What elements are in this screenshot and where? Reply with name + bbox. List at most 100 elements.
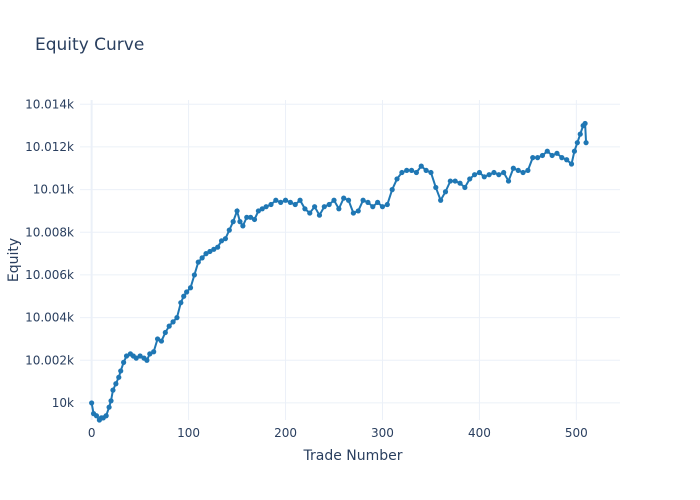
data-point [118, 368, 124, 374]
data-point [491, 169, 497, 176]
data-point [577, 131, 583, 137]
data-point [273, 197, 279, 203]
data-point [399, 169, 405, 176]
data-point [442, 189, 449, 195]
data-point [287, 199, 293, 205]
x-gridlines [90, 100, 577, 420]
data-point [259, 206, 265, 212]
data-point [457, 180, 463, 186]
data-point [326, 201, 332, 208]
data-point [248, 214, 254, 220]
data-point [207, 248, 213, 255]
y-gridlines [80, 103, 620, 404]
data-point [481, 174, 487, 180]
data-point [331, 197, 337, 203]
data-point [113, 381, 119, 387]
data-point [505, 178, 512, 184]
data-point [218, 238, 225, 244]
data-point [525, 167, 531, 173]
data-point [144, 357, 150, 363]
data-point [544, 148, 550, 154]
data-point [174, 315, 180, 321]
data-point [187, 285, 194, 291]
data-point [116, 374, 122, 380]
data-point [191, 272, 197, 278]
x-tick-label: 400 [468, 426, 491, 440]
data-point [154, 336, 161, 342]
data-point [510, 165, 516, 171]
data-point [251, 216, 258, 223]
data-point [384, 201, 390, 208]
data-point [151, 349, 157, 355]
equity-series [89, 120, 589, 423]
data-point [237, 219, 243, 225]
data-point [418, 163, 424, 169]
x-tick-label: 500 [565, 426, 588, 440]
data-point [121, 359, 127, 365]
data-point [316, 212, 323, 218]
data-point [170, 319, 176, 325]
data-point [389, 187, 395, 193]
data-point [244, 214, 250, 220]
data-point [447, 178, 453, 184]
data-point [336, 206, 342, 212]
data-point [379, 204, 386, 210]
data-point [539, 152, 546, 159]
x-tick-label: 200 [274, 426, 297, 440]
data-point [404, 167, 410, 173]
data-point [375, 199, 381, 205]
data-point [571, 148, 578, 154]
data-point [137, 353, 143, 359]
data-point [181, 293, 187, 299]
data-point [360, 197, 366, 203]
data-point [394, 176, 400, 182]
data-point [554, 150, 560, 156]
x-tick-label: 0 [88, 426, 96, 440]
data-point [234, 208, 240, 214]
data-point [462, 184, 468, 191]
data-point [370, 204, 376, 210]
data-point [93, 413, 100, 419]
data-point [166, 323, 172, 329]
y-tick-label: 10.014k [25, 97, 74, 111]
data-point [530, 155, 536, 161]
data-point [89, 400, 95, 406]
data-point [178, 300, 184, 306]
data-point [438, 197, 444, 203]
y-tick-label: 10.006k [25, 268, 74, 282]
data-point [133, 355, 139, 361]
y-tick-label: 10.008k [25, 225, 74, 239]
data-point [123, 353, 130, 359]
data-point [496, 172, 502, 178]
data-point [255, 208, 261, 214]
y-tick-labels: 10k 10.002k 10.004k 10.006k 10.008k 10.01k 10.… [25, 97, 74, 410]
x-axis-label: Trade Number [302, 448, 402, 464]
y-tick-label: 10.004k [25, 311, 74, 325]
data-point [147, 351, 153, 357]
data-point [564, 157, 570, 163]
data-point [278, 199, 284, 205]
data-point [520, 169, 526, 176]
data-point [307, 210, 313, 216]
data-point [467, 176, 473, 182]
data-point [282, 197, 289, 203]
data-point [297, 197, 303, 203]
data-point [312, 204, 318, 210]
y-tick-label: 10k [52, 396, 74, 410]
data-point [292, 201, 298, 208]
data-point [471, 172, 478, 178]
data-point [162, 329, 168, 336]
data-point [583, 140, 589, 146]
data-point [341, 195, 347, 201]
data-point [184, 289, 190, 295]
data-point [110, 387, 116, 393]
y-axis-label: Equity [6, 238, 22, 282]
data-point [501, 169, 507, 176]
data-point [268, 201, 274, 208]
chart-title: Equity Curve [35, 35, 144, 55]
data-point [350, 210, 356, 216]
x-tick-labels: 0 100 200 300 400 500 [88, 426, 588, 440]
data-point [199, 255, 205, 261]
data-point [568, 161, 575, 167]
